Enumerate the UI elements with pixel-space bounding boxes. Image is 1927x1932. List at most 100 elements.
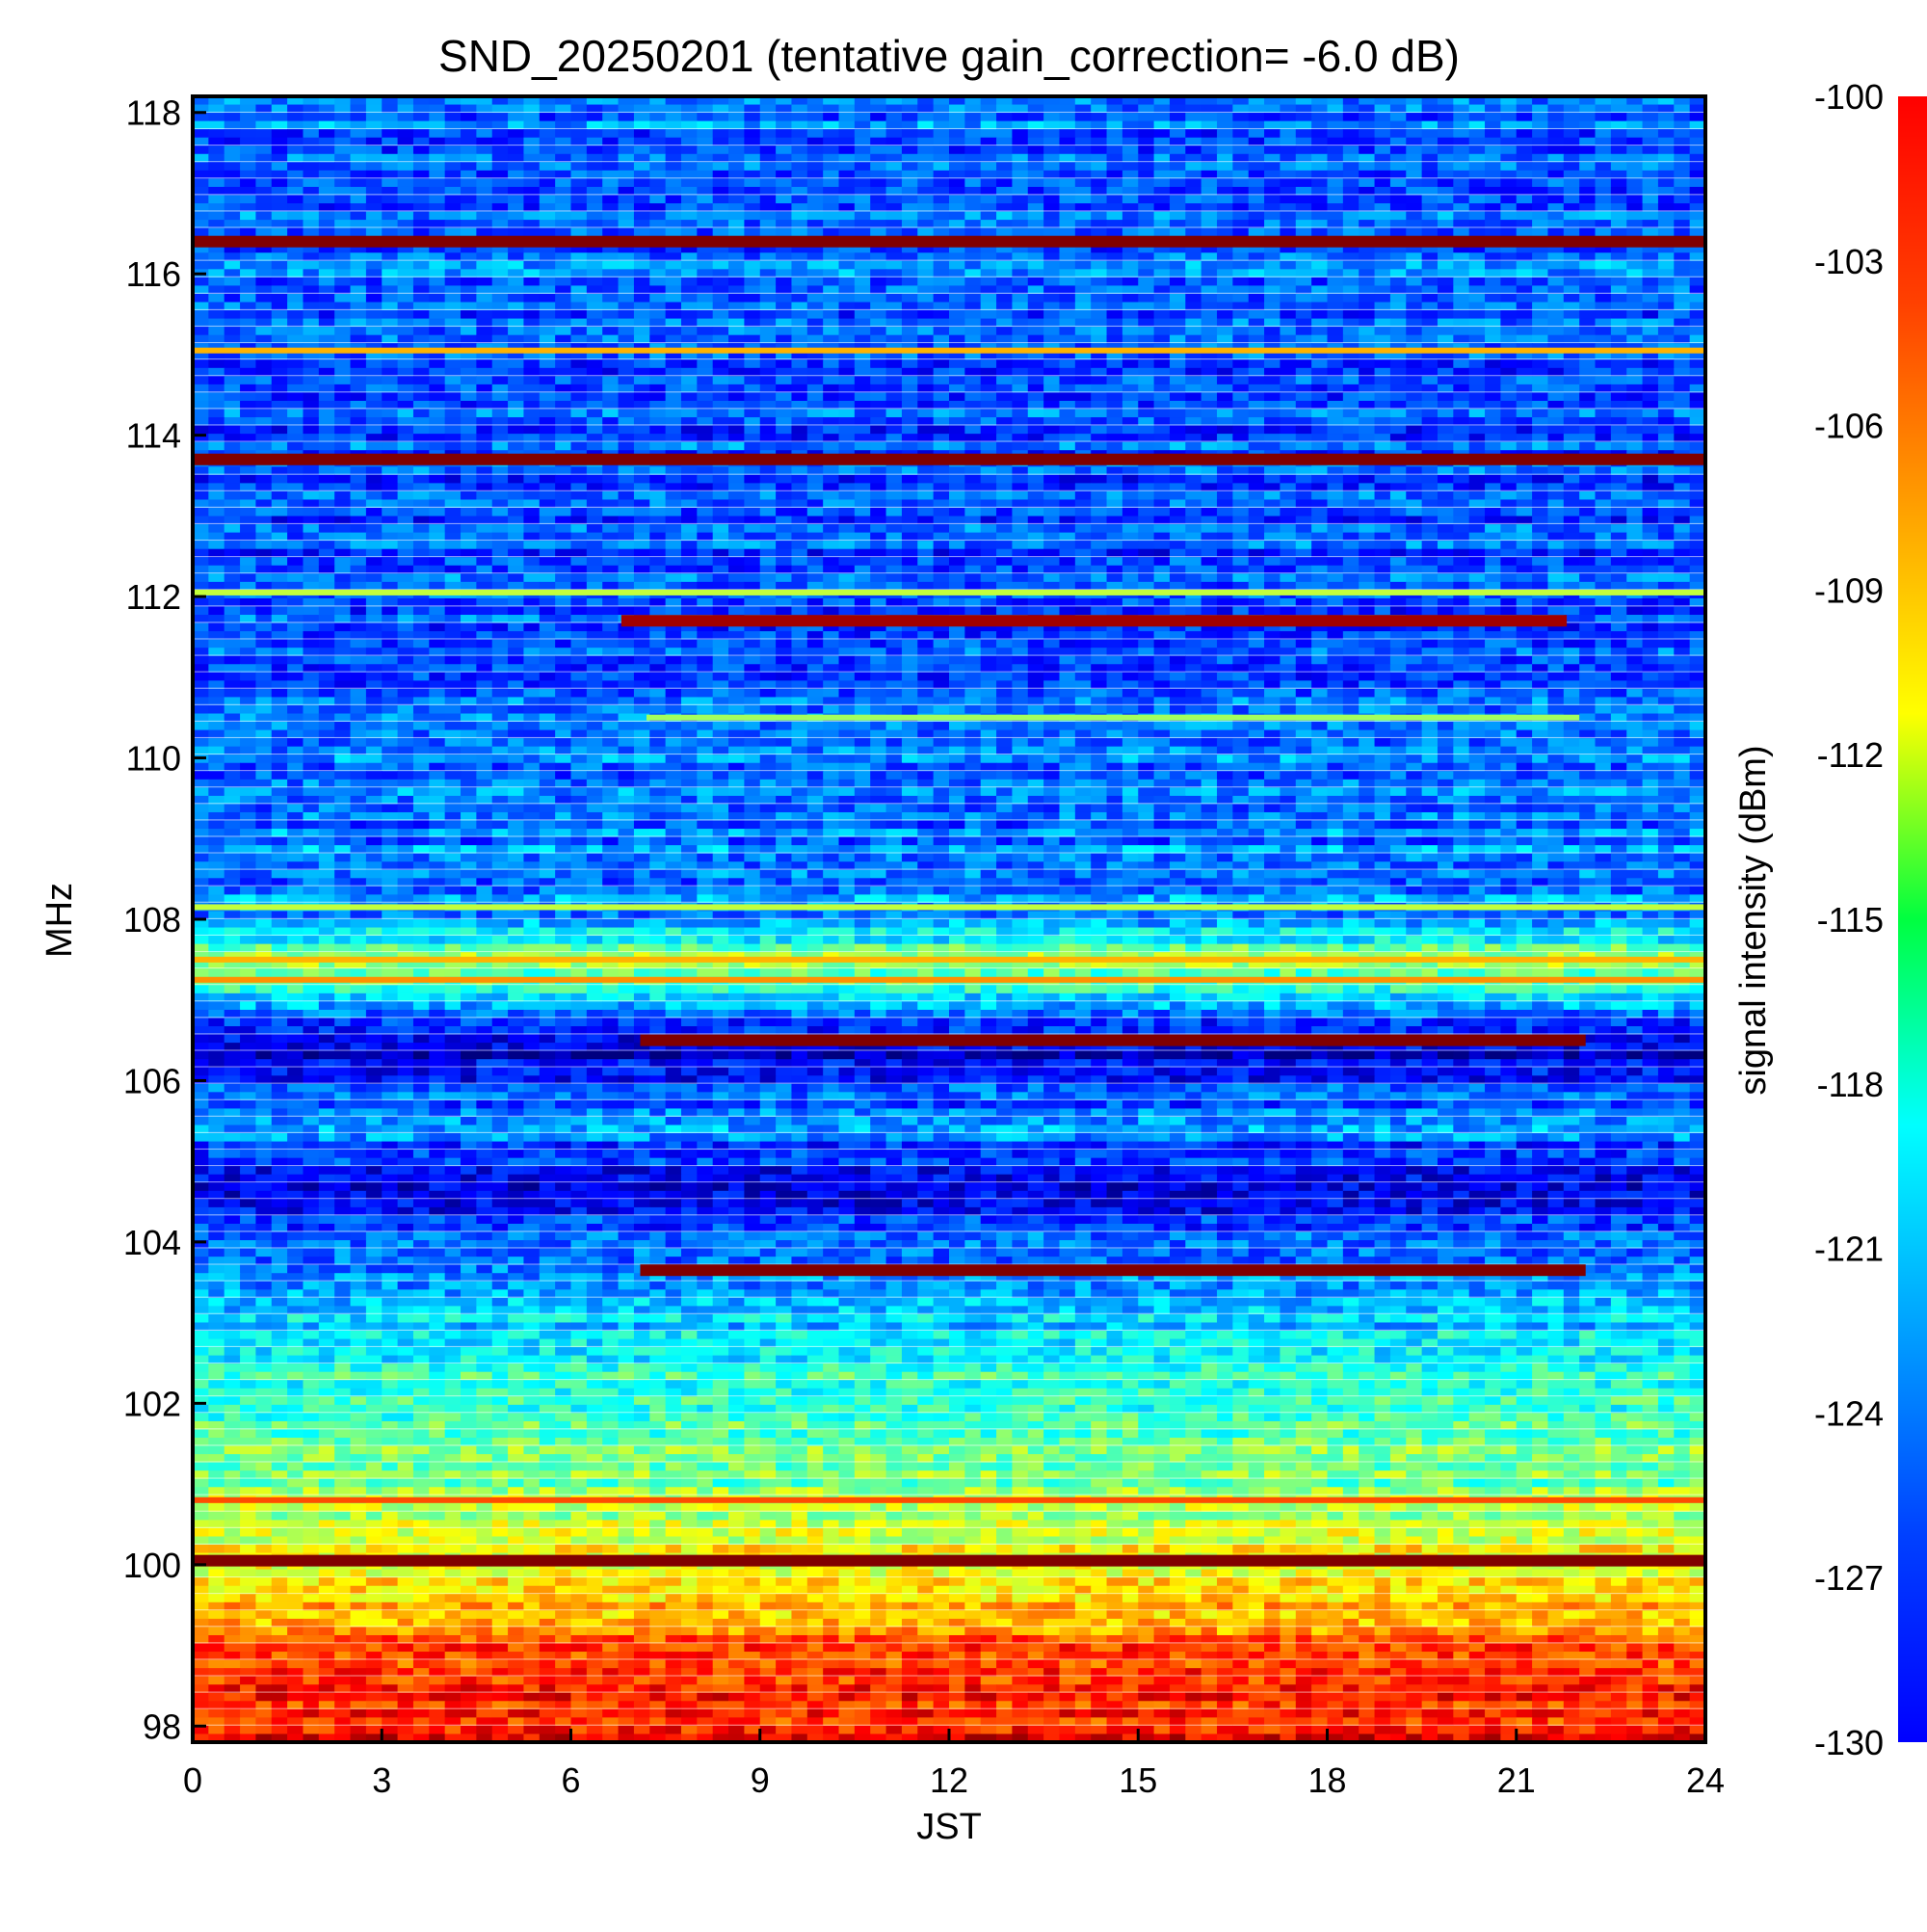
heatmap-cell	[885, 146, 903, 155]
heatmap-cell	[1280, 137, 1297, 146]
heatmap-cell	[429, 252, 446, 262]
heatmap-cell	[303, 195, 320, 204]
heatmap-cell	[1516, 120, 1533, 130]
heatmap-cell	[271, 499, 288, 509]
heatmap-cell	[1185, 351, 1202, 360]
heatmap-cell	[412, 203, 430, 213]
heatmap-cell	[697, 203, 714, 213]
heatmap-cell	[949, 104, 965, 114]
heatmap-cell	[224, 277, 241, 287]
heatmap-cell	[1485, 293, 1501, 304]
heatmap-cell	[618, 376, 635, 385]
heatmap-cell	[964, 376, 982, 385]
heatmap-cell	[240, 508, 257, 517]
heatmap-cell	[712, 474, 729, 484]
heatmap-cell	[287, 178, 304, 188]
heatmap-cell	[1091, 260, 1108, 270]
heatmap-cell	[1595, 384, 1612, 394]
heatmap-cell	[382, 425, 399, 435]
heatmap-cell	[759, 474, 777, 484]
heatmap-cell	[1689, 170, 1705, 179]
heatmap-cell	[759, 310, 777, 320]
heatmap-cell	[1012, 441, 1029, 451]
heatmap-cell	[1579, 310, 1597, 320]
heatmap-cell	[917, 269, 935, 278]
heatmap-cell	[949, 285, 965, 295]
heatmap-cell	[885, 178, 903, 188]
heatmap-cell	[240, 409, 257, 418]
heatmap-cell	[602, 137, 620, 146]
heatmap-cell	[870, 113, 887, 122]
heatmap-cell	[1122, 376, 1139, 385]
heatmap-cell	[980, 104, 997, 114]
heatmap-cell	[776, 351, 793, 360]
heatmap-cell	[523, 146, 541, 155]
heatmap-cell	[570, 376, 588, 385]
heatmap-cell	[680, 186, 698, 197]
heatmap-cell	[1547, 137, 1565, 146]
heatmap-cell	[539, 400, 556, 410]
heatmap-cell	[523, 400, 541, 410]
heatmap-cell	[1169, 104, 1186, 114]
heatmap-cell	[1563, 359, 1580, 369]
channel-gap-line	[193, 440, 1705, 442]
heatmap-cell	[1311, 376, 1329, 385]
heatmap-cell	[287, 434, 304, 443]
heatmap-cell	[570, 269, 588, 278]
heatmap-cell	[1421, 359, 1439, 369]
heatmap-cell	[838, 244, 856, 253]
heatmap-cell	[303, 162, 320, 172]
heatmap-cell	[1485, 441, 1501, 451]
heatmap-cell	[1091, 203, 1108, 213]
heatmap-cell	[1626, 170, 1644, 179]
heatmap-cell	[318, 351, 335, 360]
heatmap-cell	[996, 508, 1014, 517]
heatmap-cell	[1500, 474, 1518, 484]
heatmap-cell	[444, 359, 462, 369]
heatmap-cell	[980, 434, 997, 443]
heatmap-cell	[964, 293, 982, 304]
heatmap-cell	[382, 129, 399, 139]
heatmap-cell	[1642, 220, 1659, 229]
heatmap-cell	[949, 384, 965, 394]
heatmap-cell	[1027, 483, 1044, 492]
heatmap-cell	[208, 227, 225, 237]
heatmap-cell	[1311, 483, 1329, 492]
heatmap-cell	[523, 227, 541, 237]
heatmap-cell	[1610, 260, 1627, 270]
heatmap-cell	[365, 186, 383, 197]
heatmap-cell	[996, 384, 1014, 394]
heatmap-cell	[1359, 120, 1376, 130]
heatmap-cell	[1091, 244, 1108, 253]
heatmap-cell	[697, 211, 714, 221]
heatmap-cell	[1248, 359, 1265, 369]
heatmap-cell	[933, 277, 950, 287]
heatmap-cell	[240, 285, 257, 295]
heatmap-cell	[1059, 392, 1076, 402]
heatmap-cell	[1217, 137, 1233, 146]
heatmap-cell	[586, 441, 603, 451]
heatmap-cell	[365, 277, 383, 287]
heatmap-cell	[633, 227, 650, 237]
heatmap-cell	[1657, 351, 1675, 360]
heatmap-cell	[1642, 146, 1659, 155]
heatmap-cell	[791, 146, 808, 155]
heatmap-cell	[224, 195, 241, 204]
heatmap-cell	[1421, 384, 1439, 394]
heatmap-cell	[791, 334, 808, 344]
heatmap-cell	[964, 285, 982, 295]
heatmap-cell	[1311, 392, 1329, 402]
heatmap-cell	[1295, 499, 1312, 509]
heatmap-cell	[806, 359, 824, 369]
heatmap-cell	[949, 483, 965, 492]
heatmap-cell	[1201, 417, 1218, 427]
heatmap-cell	[1153, 162, 1171, 172]
heatmap-cell	[1610, 334, 1627, 344]
heatmap-cell	[602, 367, 620, 377]
heatmap-cell	[964, 318, 982, 328]
heatmap-cell	[1122, 425, 1139, 435]
heatmap-cell	[996, 302, 1014, 311]
heatmap-cell	[1342, 466, 1359, 476]
heatmap-cell	[1579, 508, 1597, 517]
heatmap-cell	[980, 170, 997, 179]
